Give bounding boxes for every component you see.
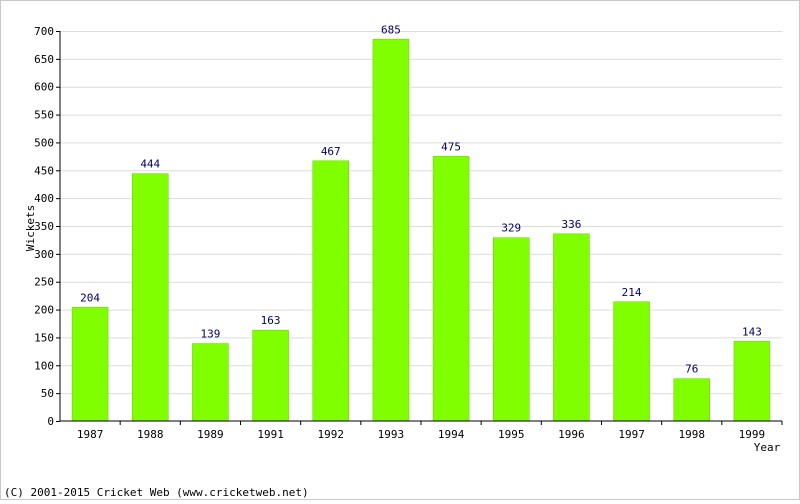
- x-tick-label-1989: 1989: [197, 428, 224, 441]
- data-label-1987: 204: [80, 291, 100, 304]
- x-tick-label-1998: 1998: [679, 428, 706, 441]
- bar-1987: [71, 307, 109, 422]
- bar-1992: [312, 160, 349, 422]
- x-tick-label-1991: 1991: [257, 428, 284, 441]
- data-label-1989: 139: [200, 328, 220, 341]
- gridlines: [60, 31, 782, 395]
- y-axis-title: Wickets: [24, 205, 37, 251]
- x-tick-label-1996: 1996: [558, 428, 585, 441]
- x-tick-labels: 1987 1988 1989 1991 1992 1993 1994 1995 1996 1997…: [77, 428, 765, 441]
- data-label-1993: 685: [381, 23, 401, 36]
- bar-1998: [673, 378, 710, 422]
- axes: [56, 31, 783, 425]
- data-labels: 204 444 139 163 467 685 475 329 336 214 76 143: [80, 23, 762, 375]
- y-tick-label: 100: [34, 359, 54, 372]
- data-label-1994: 475: [441, 140, 461, 153]
- x-tick-label-1997: 1997: [618, 428, 645, 441]
- y-tick-label: 150: [34, 331, 54, 344]
- y-tick-label: 550: [34, 109, 54, 122]
- data-label-1999: 143: [742, 325, 762, 338]
- x-tick-label-1992: 1992: [318, 428, 345, 441]
- y-tick-label: 0: [47, 415, 54, 428]
- data-label-1988: 444: [140, 158, 160, 171]
- data-label-1996: 336: [561, 218, 581, 231]
- y-tick-labels: 0 50 100 150 200 250 300 350 400 450 500 550 600 650 7…: [34, 25, 54, 428]
- y-tick-label: 50: [41, 387, 54, 400]
- x-tick-label-1988: 1988: [137, 428, 164, 441]
- bar-1996: [553, 233, 590, 422]
- data-label-1997: 214: [622, 286, 642, 299]
- y-tick-label: 400: [34, 192, 54, 205]
- y-tick-label: 450: [34, 164, 54, 177]
- bar-1989: [192, 343, 229, 422]
- bar-1999: [733, 341, 771, 422]
- x-axis-title: Year: [754, 441, 781, 454]
- y-tick-label: 350: [34, 220, 54, 233]
- y-tick-label: 650: [34, 53, 54, 66]
- y-tick-label: 700: [34, 25, 54, 38]
- bar-1993: [372, 39, 410, 422]
- x-tick-label-1993: 1993: [378, 428, 405, 441]
- y-tick-label: 600: [34, 81, 54, 94]
- bar-1997: [613, 301, 650, 422]
- data-label-1995: 329: [501, 222, 521, 235]
- x-tick-label-1987: 1987: [77, 428, 104, 441]
- x-tick-label-1994: 1994: [438, 428, 465, 441]
- bars: [71, 39, 771, 422]
- data-label-1998: 76: [685, 363, 698, 376]
- y-tick-label: 300: [34, 248, 54, 261]
- y-tick-label: 500: [34, 136, 54, 149]
- data-label-1992: 467: [321, 145, 341, 158]
- bar-1994: [432, 156, 470, 422]
- y-tick-label: 200: [34, 304, 54, 317]
- y-tick-label: 250: [34, 276, 54, 289]
- x-tick-label-1999: 1999: [739, 428, 766, 441]
- bar-1991: [252, 329, 289, 422]
- bar-1995: [493, 237, 530, 422]
- bar-1988: [132, 173, 169, 422]
- data-label-1991: 163: [261, 314, 281, 327]
- x-tick-label-1995: 1995: [498, 428, 525, 441]
- copyright-footer: (C) 2001-2015 Cricket Web (www.cricketwe…: [4, 486, 309, 499]
